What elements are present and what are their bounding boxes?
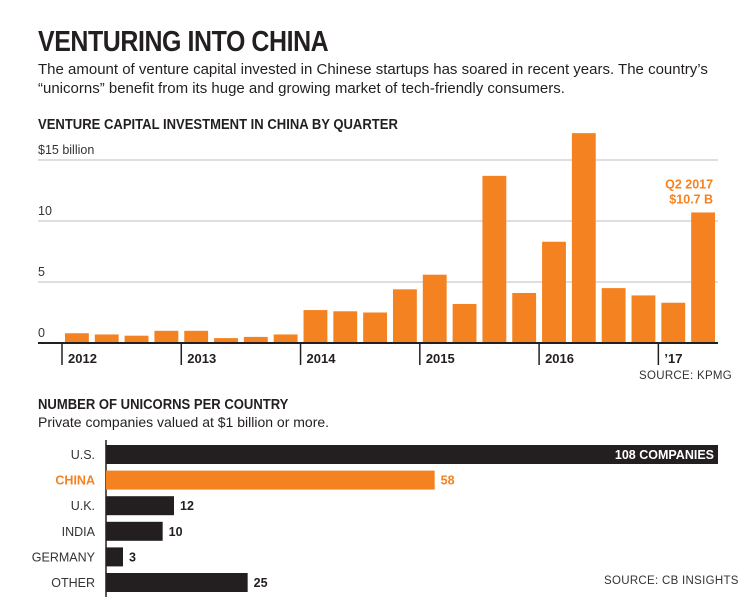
vc-y-tick-label: 0 xyxy=(38,326,45,340)
vc-bar xyxy=(631,295,656,343)
unicorn-bar xyxy=(106,496,174,516)
vc-x-tick-label: 2016 xyxy=(545,351,574,366)
vc-annotation-quarter: Q2 2017 xyxy=(665,177,713,191)
vc-bar xyxy=(333,311,358,343)
vc-bar xyxy=(154,330,179,343)
vc-bar xyxy=(363,312,388,343)
vc-bar xyxy=(452,303,477,343)
unicorn-category-label: CHINA xyxy=(55,474,95,488)
unicorn-chart-subtitle: Private companies valued at $1 billion o… xyxy=(38,414,330,430)
unicorn-value-label: 25 xyxy=(254,576,268,590)
vc-chart-source: SOURCE: KPMG xyxy=(639,370,733,382)
unicorn-value-label: 10 xyxy=(169,525,183,539)
vc-investment-chart: 0 5 10 $15 billion 2012 2013 2014 2015 2016 ’17 Q2… xyxy=(38,133,718,366)
unicorn-category-label: U.K. xyxy=(71,499,95,513)
unicorn-category-label: GERMANY xyxy=(32,550,96,564)
vc-x-tick-label: ’17 xyxy=(664,351,682,366)
vc-bar xyxy=(392,289,417,343)
unicorn-value-label: 108 COMPANIES xyxy=(615,448,714,462)
unicorn-category-label: U.S. xyxy=(71,448,95,462)
vc-bar xyxy=(303,310,328,343)
unicorn-bar xyxy=(106,445,718,464)
vc-bar xyxy=(691,212,716,343)
vc-bar xyxy=(124,335,149,343)
vc-x-tick-label: 2015 xyxy=(426,351,455,366)
unicorn-value-label: 3 xyxy=(129,550,136,564)
unicorn-value-label: 12 xyxy=(180,499,194,513)
vc-bar xyxy=(64,333,89,343)
vc-y-tick-label: 5 xyxy=(38,265,45,279)
unicorn-chart-title: NUMBER OF UNICORNS PER COUNTRY xyxy=(38,397,289,413)
vc-x-tick-label: 2012 xyxy=(68,351,97,366)
vc-bar xyxy=(243,336,268,343)
page-title: VENTURING INTO CHINA xyxy=(38,26,329,58)
unicorn-chart-source: SOURCE: CB INSIGHTS xyxy=(604,575,739,587)
vc-bar xyxy=(601,288,626,343)
vc-bar xyxy=(94,334,119,343)
vc-bar xyxy=(571,133,596,343)
vc-bar xyxy=(542,241,566,343)
vc-x-tick-label: 2014 xyxy=(307,351,337,366)
vc-x-tick-label: 2013 xyxy=(187,351,216,366)
unicorn-category-label: INDIA xyxy=(62,525,96,539)
vc-bar xyxy=(184,330,209,343)
unicorn-value-label: 58 xyxy=(441,474,455,488)
page-subtitle: The amount of venture capital invested i… xyxy=(38,61,708,97)
vc-chart-title: VENTURE CAPITAL INVESTMENT IN CHINA BY Q… xyxy=(38,117,398,133)
unicorn-bar xyxy=(106,573,248,592)
vc-bar xyxy=(512,292,537,343)
vc-bar xyxy=(661,302,686,343)
vc-y-tick-label: 10 xyxy=(38,204,52,218)
vc-bar xyxy=(422,274,447,343)
vc-y-tick-label: $15 billion xyxy=(38,143,94,157)
unicorn-category-label: OTHER xyxy=(51,576,95,590)
vc-bar xyxy=(482,175,507,343)
vc-bar xyxy=(273,334,298,343)
unicorn-bar xyxy=(106,547,123,567)
unicorn-bar xyxy=(106,470,435,490)
unicorn-bar xyxy=(106,521,163,541)
vc-bar xyxy=(214,338,238,343)
vc-annotation-value: $10.7 B xyxy=(669,192,713,206)
